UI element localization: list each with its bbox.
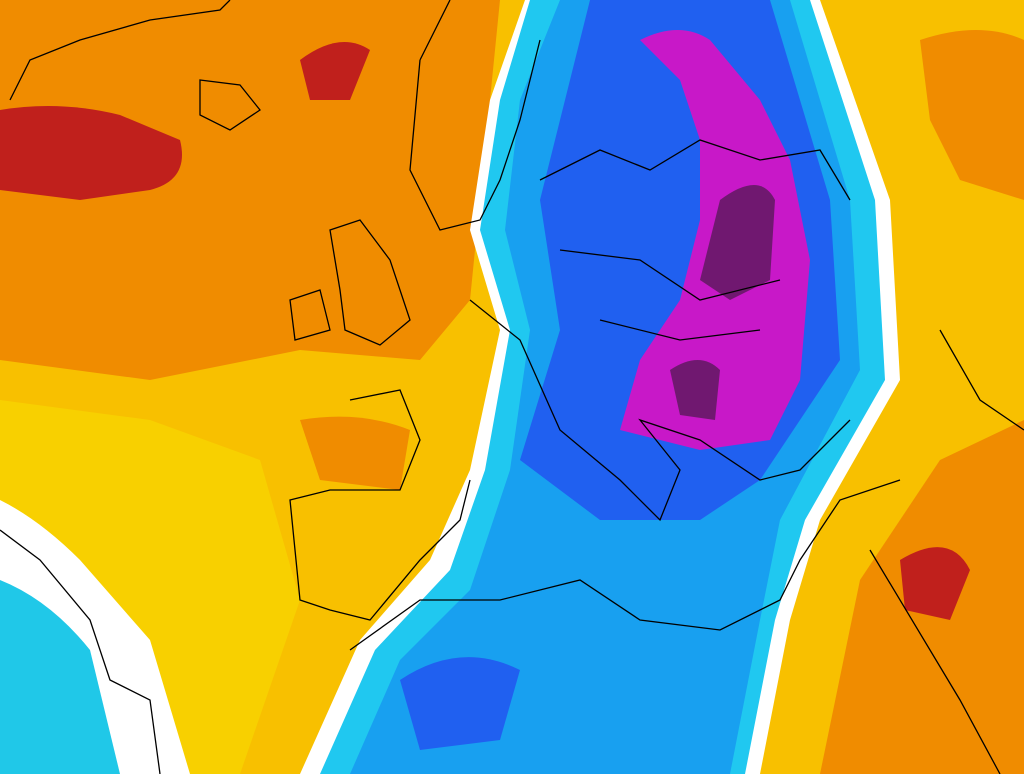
coastline [469,299,851,522]
border-line [869,329,1024,774]
warm-field-west [0,0,500,380]
coastline [289,389,471,621]
warm-patch [920,30,1024,200]
hot-patch [0,106,182,200]
coastline [9,0,231,101]
border-line [539,139,851,341]
warm-patch [300,416,410,490]
coastline [199,79,261,131]
hot-patch [900,547,970,620]
coastline [289,219,411,346]
cold-field [0,580,120,774]
coldest-patch [700,185,775,300]
coastline [0,529,161,774]
coastline [409,0,541,231]
coastline [349,479,901,651]
hot-patch [300,42,370,100]
coldest-patch [670,360,720,420]
colder-patch [400,657,520,750]
